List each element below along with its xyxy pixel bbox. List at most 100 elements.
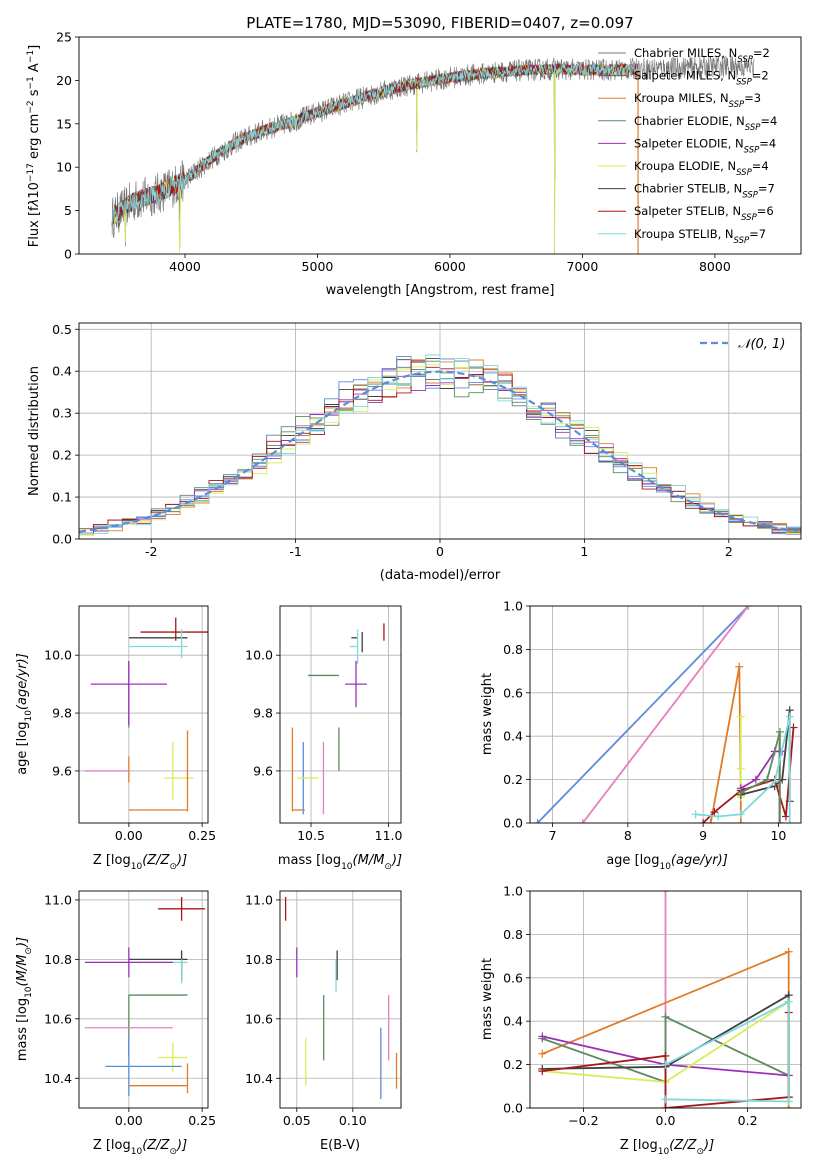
point-marker [661, 1095, 670, 1104]
x-axis-label: E(B-V) [320, 1138, 360, 1153]
point-marker [691, 810, 700, 819]
point-marker [538, 1067, 547, 1076]
x-tick-label: 7000 [567, 259, 599, 274]
x-tick-label: 4000 [169, 259, 201, 274]
x-tick-label: 0.25 [188, 828, 216, 843]
x-tick-label: 0.2 [738, 1113, 758, 1128]
legend-entry: Kroupa STELIB, NSSP=7 [634, 227, 766, 246]
y-tick-label: 11.0 [245, 892, 273, 907]
x-tick-label: 0 [436, 544, 444, 559]
legend-entry: Kroupa MILES, NSSP=3 [634, 91, 761, 110]
y-axis-label: Normed distribution [27, 366, 42, 496]
y-tick-label: 10.6 [245, 1011, 273, 1026]
x-tick-label: −0.2 [568, 1113, 598, 1128]
data-point [158, 896, 206, 921]
x-tick-label: 0.00 [115, 828, 143, 843]
axes-frame [279, 890, 402, 1109]
histogram-kroupa-stelib [79, 354, 801, 539]
y-tick-label: 10.4 [44, 1071, 72, 1086]
x-tick-label: 0.00 [115, 1113, 143, 1128]
series-chabrier-miles [111, 62, 639, 227]
legend-entry: Salpeter STELIB, NSSP=6 [634, 204, 774, 223]
y-tick-label: 25 [56, 30, 72, 45]
point-marker [770, 777, 779, 786]
x-axis-label: Z [log10(Z/Z⊙)] [93, 1138, 187, 1157]
y-tick-label: 0.1 [52, 490, 72, 505]
y-tick-label: 10.8 [44, 952, 72, 967]
y-axis-label: mass weight [480, 673, 495, 755]
point-marker [785, 819, 794, 823]
y-tick-label: 0.6 [503, 685, 523, 700]
y-axis-label: age [log10(age/yr)] [15, 653, 34, 775]
axes-frame [78, 322, 802, 540]
plot-area-age_vs_mass [291, 623, 385, 815]
point-marker [784, 1097, 793, 1106]
series-normal-distribution [79, 370, 799, 533]
legend: Chabrier MILES, NSSP=2 Salpeter MILES, NS… [598, 46, 777, 246]
figure-title: PLATE=1780, MJD=53090, FIBERID=0407, z=0… [246, 14, 633, 32]
plot-area-residuals [79, 354, 801, 539]
series-salpeter-stelib [111, 63, 639, 227]
axes-frame [529, 890, 802, 1109]
axes-frame [529, 605, 802, 824]
y-tick-label: 15 [56, 116, 72, 131]
point-marker [714, 812, 723, 821]
panel-spectrum: 4000 5000 6000 7000 8000 0 5 10 15 20 25 Chabrier M… [56, 30, 802, 274]
point-marker [736, 788, 745, 797]
x-tick-label: 10 [770, 828, 786, 843]
plot-area-spectrum [111, 55, 755, 254]
point-marker [784, 997, 793, 1006]
series-kroupa-stelib [665, 1000, 790, 1103]
point-marker [538, 1049, 547, 1058]
data-point [84, 947, 173, 978]
y-tick-label: 0.0 [503, 816, 523, 831]
panel-age_vs_mass: 10.5 11.0 9.6 9.8 10.0 [245, 605, 403, 843]
y-tick-label: 0.4 [503, 1014, 523, 1029]
point-marker [661, 1051, 670, 1060]
axes-frame [78, 890, 209, 1109]
y-tick-label: 10 [56, 160, 72, 175]
legend-entry: Chabrier STELIB, NSSP=7 [634, 182, 775, 201]
y-tick-label: 9.8 [253, 706, 273, 721]
point-marker [744, 606, 753, 610]
y-tick-label: 10.4 [245, 1071, 273, 1086]
point-marker [736, 810, 745, 819]
plot-area-mass_vs_Z [84, 896, 206, 1097]
x-tick-label: 7 [549, 828, 557, 843]
x-axis-label: wavelength [Angstrom, rest frame] [326, 283, 555, 298]
point-marker [710, 808, 719, 817]
panel-age_vs_Z: 0.00 0.25 9.6 9.8 10.0 [44, 605, 216, 843]
axes-frame [279, 605, 402, 824]
x-tick-label: 0.10 [339, 1113, 367, 1128]
x-tick-label: 8 [624, 828, 632, 843]
histogram-chabrier-stelib [79, 355, 801, 539]
point-marker [661, 1012, 670, 1021]
panel-residuals: -2 -1 0 1 2 0.0 0.1 0.2 0.3 0.4 0.5 𝒩(0, 1) [52, 322, 802, 559]
x-tick-label: 5000 [302, 259, 334, 274]
y-tick-label: 0.8 [503, 927, 523, 942]
y-axis-label: Flux [fλ10−17 erg cm−2 s−1 A−1] [26, 45, 42, 247]
series-kroupa-stelib [695, 716, 791, 823]
point-marker [538, 1032, 547, 1041]
series-blue [536, 606, 749, 823]
point-marker [661, 1060, 670, 1069]
x-axis-label: mass [log10(M/M⊙)] [278, 853, 402, 872]
series-kroupa-miles [709, 666, 742, 823]
data-point [345, 660, 367, 708]
x-tick-label: 0.05 [283, 1113, 311, 1128]
plot-area-mass_vs_EBV [284, 896, 398, 1100]
x-tick-label: 11.0 [375, 828, 403, 843]
legend-entry-gaussian: 𝒩(0, 1) [738, 337, 785, 352]
y-tick-label: 0.2 [503, 772, 523, 787]
y-tick-label: 0.2 [52, 448, 72, 463]
point-marker [781, 812, 790, 821]
axes-frame [78, 36, 802, 255]
point-marker [775, 819, 784, 823]
y-tick-label: 10.8 [245, 952, 273, 967]
x-tick-label: 2 [725, 544, 733, 559]
x-axis-label: (data-model)/error [380, 568, 501, 583]
x-tick-label: 9 [699, 828, 707, 843]
legend-entry: Kroupa ELODIE, NSSP=4 [634, 159, 769, 178]
series-kroupa-miles [111, 63, 639, 228]
